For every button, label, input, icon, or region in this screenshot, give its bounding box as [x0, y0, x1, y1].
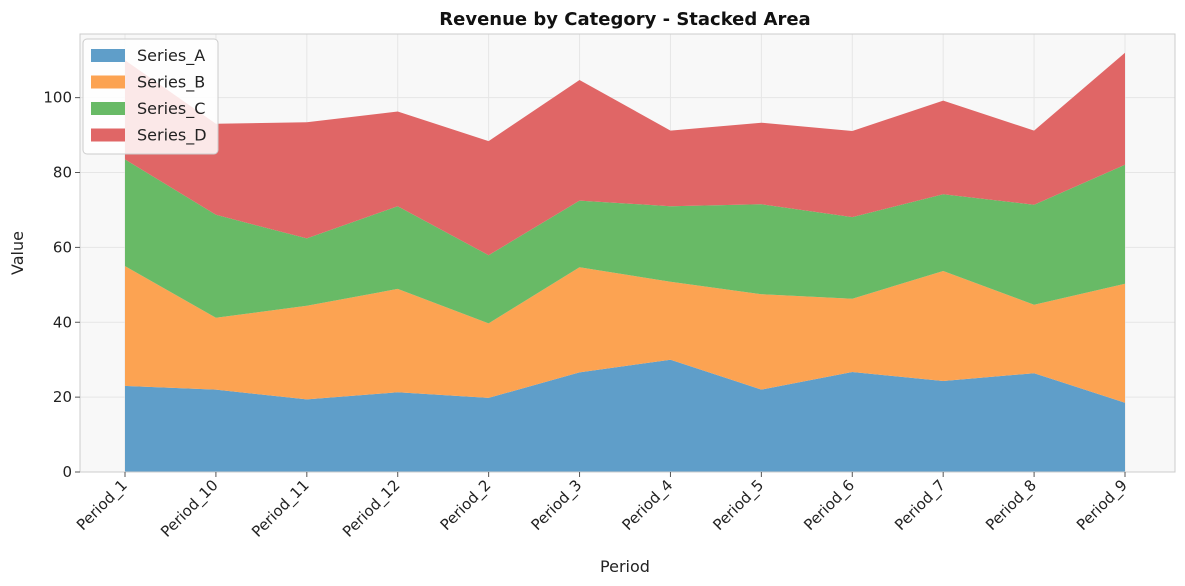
legend-box	[82, 38, 219, 155]
area-series-layer	[125, 52, 1125, 472]
legend-label-series-b: Series_B	[137, 73, 205, 93]
legend-label-series-d: Series_D	[137, 126, 207, 146]
x-tick-label-1: Period_10	[157, 476, 222, 541]
chart-title: Revenue by Category - Stacked Area	[439, 9, 810, 30]
y-tick-label-4: 80	[53, 164, 72, 182]
legend-swatch-series-d	[91, 128, 125, 142]
area-series-d	[125, 52, 1125, 256]
legend-swatch-series-a	[91, 49, 125, 62]
x-axis-title: Period	[600, 557, 650, 576]
x-tick-label-4: Period_2	[437, 476, 496, 535]
x-tick-label-8: Period_6	[800, 476, 859, 535]
area-series-c	[125, 159, 1125, 324]
x-tick-label-2: Period_11	[248, 476, 313, 541]
area-series-b	[125, 266, 1125, 403]
x-tick-label-6: Period_4	[618, 476, 677, 535]
x-tick-label-9: Period_7	[891, 476, 950, 535]
x-tick-label-11: Period_9	[1073, 476, 1132, 535]
y-tick-label-3: 60	[53, 238, 72, 256]
y-tick-label-0: 0	[62, 463, 72, 481]
y-tick-label-1: 20	[53, 388, 72, 406]
x-axis-ticks: Period_1 Period_10 Period_11 Period_12 Perio…	[73, 472, 1132, 541]
legend-swatch-series-b	[91, 75, 125, 89]
legend: Series_A Series_B Series_C Series_D	[82, 38, 219, 155]
x-tick-label-10: Period_8	[982, 476, 1041, 535]
legend-label-series-a: Series_A	[137, 46, 205, 66]
plot-frame	[79, 33, 1176, 473]
y-tick-label-5: 100	[43, 89, 72, 107]
x-tick-label-0: Period_1	[73, 476, 132, 535]
area-series-a	[125, 359, 1125, 472]
y-axis-title: Value	[8, 231, 27, 275]
x-tick-label-3: Period_12	[339, 476, 404, 541]
legend-swatch-series-c	[91, 102, 125, 115]
y-axis-ticks: 0 20 40 60 80 100	[43, 89, 80, 481]
legend-label-series-c: Series_C	[137, 99, 205, 119]
x-tick-label-7: Period_5	[709, 476, 768, 535]
x-tick-label-5: Period_3	[528, 476, 587, 535]
y-tick-label-2: 40	[53, 313, 72, 331]
plot-border	[79, 33, 1176, 473]
